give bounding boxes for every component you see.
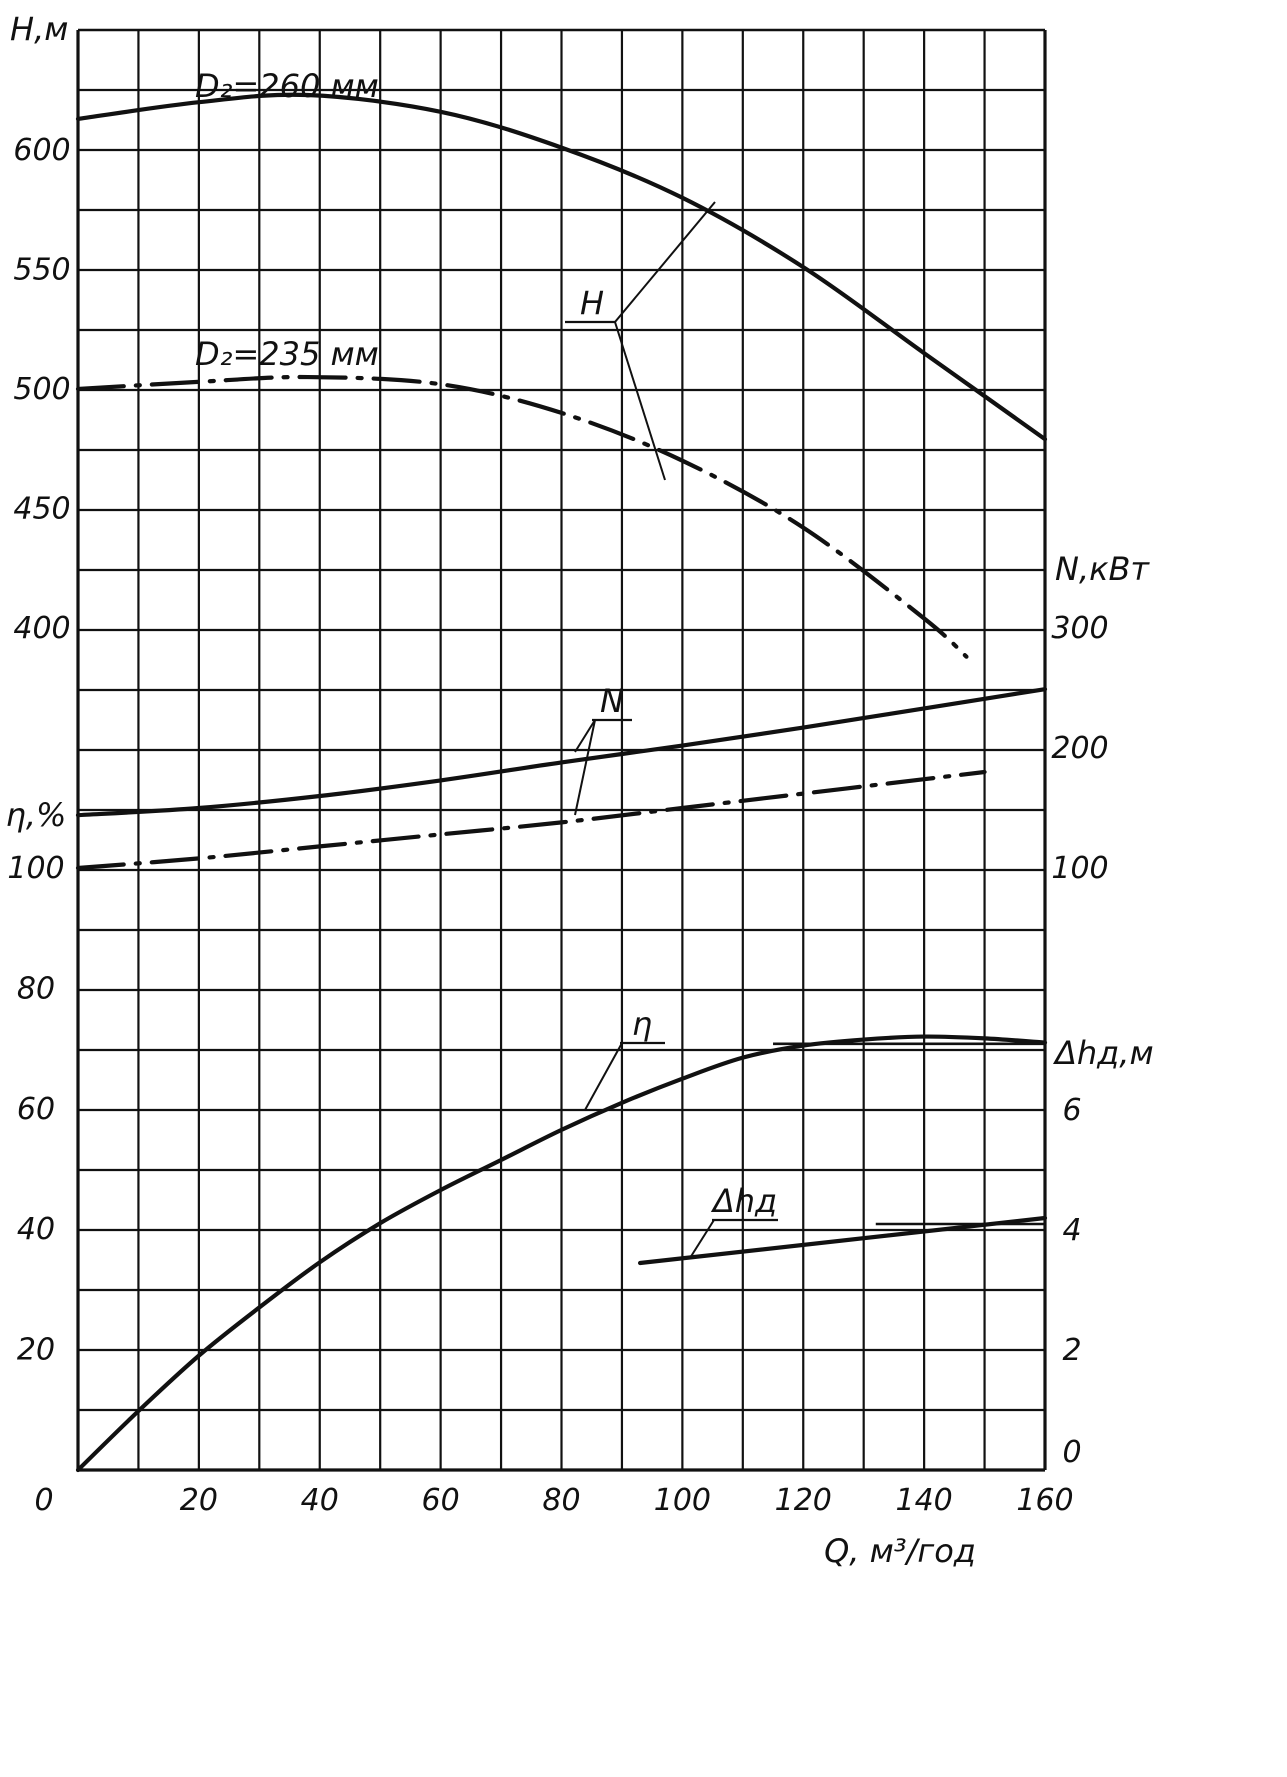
dh-axis-title: Δhд,м <box>1052 1034 1154 1072</box>
series-n-260-line <box>75 687 1048 818</box>
dh-tick-label: 6 <box>1062 1093 1081 1128</box>
n-leader-line <box>574 719 596 753</box>
x-tick-label: 100 <box>654 1483 711 1518</box>
h-tick-label: 450 <box>13 492 70 527</box>
series-h-260-line <box>75 92 1048 442</box>
eta-leader-line <box>584 1042 623 1111</box>
dh-tick-label: 2 <box>1062 1333 1081 1368</box>
h-axis-title: H,м <box>10 10 68 48</box>
grid <box>76 28 1047 1472</box>
label-layer: D₂=260 мм D₂=235 мм H Nη Δhд <box>195 67 778 1259</box>
dh-tick-label: 0 <box>1062 1435 1081 1470</box>
h-tick-label: 550 <box>13 253 70 288</box>
series-n-235-line <box>75 769 987 871</box>
n-leader-line <box>574 719 596 816</box>
x-tick-label: 160 <box>1016 1483 1073 1518</box>
label-n: N <box>600 682 624 720</box>
h-leader-line <box>614 201 716 323</box>
series-layer <box>75 92 1048 1473</box>
label-dh: Δhд <box>710 1182 777 1220</box>
h-tick-label: 400 <box>13 611 70 646</box>
series-h-235-line <box>75 374 969 659</box>
x-tick-label: 80 <box>542 1483 580 1518</box>
h-leader-line <box>614 321 666 481</box>
eta-tick-label: 80 <box>17 971 55 1006</box>
n-tick-label: 100 <box>1051 851 1108 886</box>
label-d2-260: D₂=260 мм <box>195 67 379 105</box>
dh-tick-label: 4 <box>1062 1213 1081 1248</box>
x-tick-label: 40 <box>301 1483 339 1518</box>
x-tick-label: 20 <box>180 1483 218 1518</box>
x-tick-label: 0 <box>34 1483 53 1518</box>
n-tick-label: 200 <box>1051 731 1108 766</box>
h-tick-label: 500 <box>13 372 70 407</box>
h-tick-label: 600 <box>13 133 70 168</box>
eta-tick-label: 40 <box>17 1212 55 1247</box>
x-tick-label: 60 <box>422 1483 460 1518</box>
eta-tick-label: 20 <box>17 1333 55 1368</box>
x-tick-label: 120 <box>775 1483 832 1518</box>
n-tick-label: 300 <box>1051 611 1108 646</box>
label-h: H <box>580 284 604 322</box>
x-axis-title: Q, м³/год <box>824 1532 976 1570</box>
dh-leader-line <box>689 1219 715 1259</box>
series-eta-line <box>75 1034 1048 1473</box>
eta-axis-title: η,% <box>6 796 67 834</box>
eta-tick-label: 60 <box>17 1092 55 1127</box>
label-eta: η <box>632 1005 652 1043</box>
eta-tick-label: 100 <box>7 851 64 886</box>
n-axis-title: N,кВт <box>1055 550 1150 588</box>
label-d2-235: D₂=235 мм <box>195 335 379 373</box>
series-dh-line <box>637 1215 1048 1266</box>
x-tick-label: 140 <box>895 1483 952 1518</box>
